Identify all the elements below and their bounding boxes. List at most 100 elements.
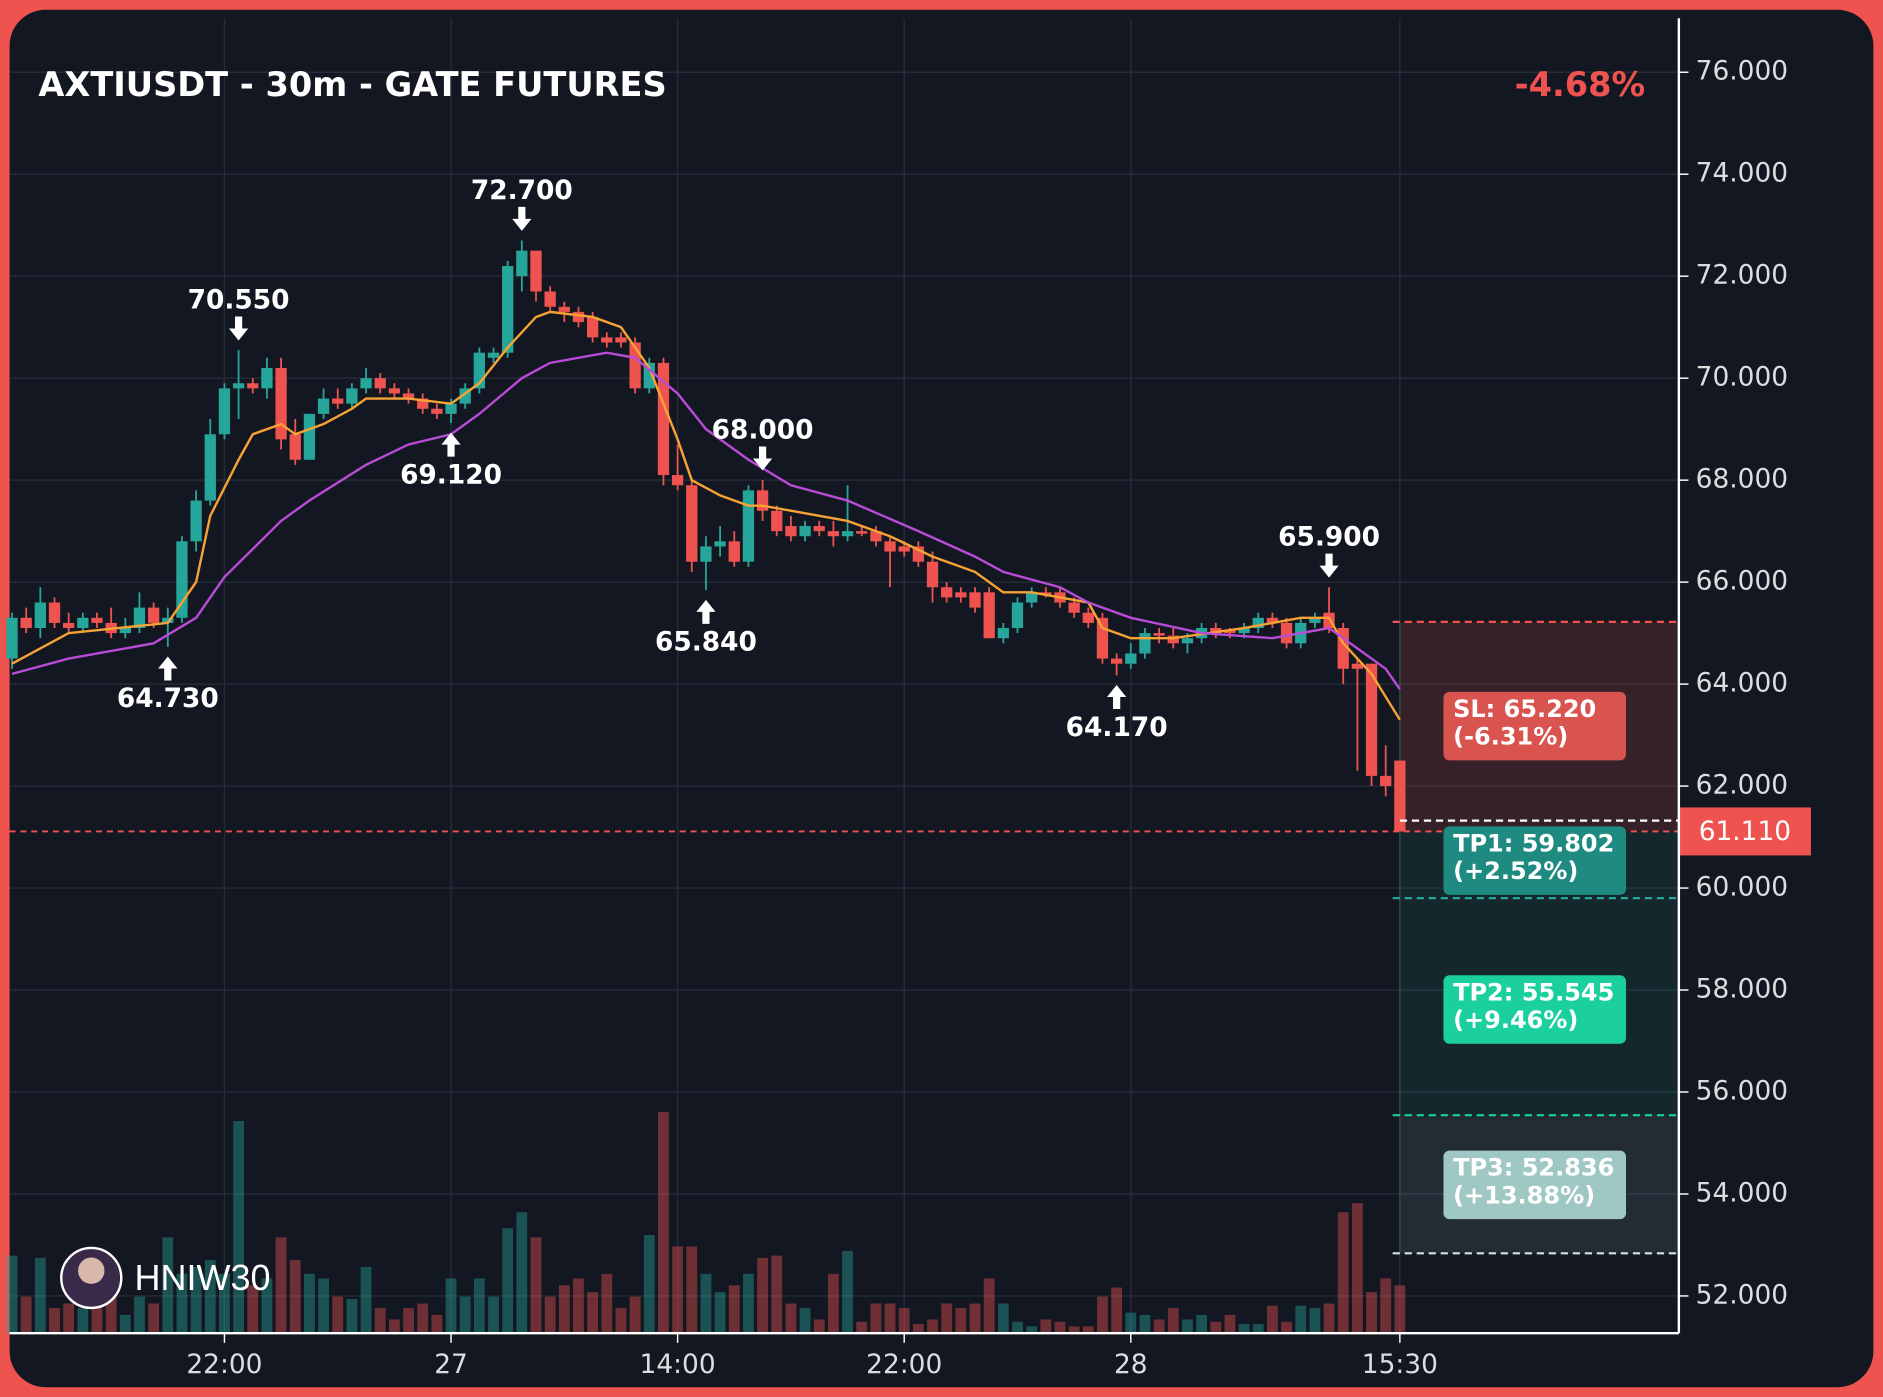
y-tick-label: 74.000 (1696, 158, 1788, 189)
candle-body (1224, 630, 1236, 634)
volume-bar (417, 1303, 429, 1334)
candle-body (247, 383, 259, 389)
volume-bar (1295, 1305, 1307, 1334)
candle-body (1011, 602, 1024, 629)
volume-bar (91, 1285, 103, 1334)
volume-bar (431, 1314, 443, 1334)
candle-body (48, 602, 61, 623)
candle-body (601, 337, 613, 343)
volume-bar (63, 1303, 75, 1334)
candle-body (629, 342, 641, 389)
candle-body (657, 362, 670, 476)
volume-bar (1111, 1287, 1123, 1334)
volume-bar (1139, 1314, 1151, 1334)
candle-body (360, 378, 372, 389)
volume-bar (473, 1278, 485, 1334)
volume-bar (1068, 1326, 1080, 1334)
candle-body (827, 531, 840, 537)
volume-bar (672, 1246, 684, 1334)
y-tick-label: 66.000 (1696, 566, 1788, 597)
candle-body (459, 388, 471, 404)
candle-body (841, 531, 854, 537)
volume-bar (728, 1285, 740, 1334)
volume-bar (1026, 1326, 1038, 1334)
volume-bar (629, 1296, 641, 1334)
volume-bar (176, 1273, 188, 1334)
volume-bar (587, 1292, 599, 1334)
candle-body (1167, 635, 1179, 644)
candle-body (91, 617, 103, 623)
candle-body (20, 617, 32, 629)
high-label: 72.700 (471, 175, 573, 206)
x-tick-label: 28 (1114, 1349, 1148, 1380)
candle-body (941, 587, 953, 598)
volume-bar (898, 1308, 910, 1334)
x-tick-label: 22:00 (866, 1349, 942, 1380)
volume-bar (700, 1273, 712, 1334)
low-label: 64.730 (117, 683, 219, 714)
candle-body (530, 250, 542, 292)
candle-body (771, 510, 783, 532)
volume-bar (488, 1296, 499, 1334)
volume-bar (445, 1278, 457, 1334)
candle-body (1252, 617, 1264, 629)
candle-body (1210, 628, 1222, 634)
level-label: SL: 65.220 (1453, 695, 1596, 723)
volume-bar (247, 1285, 259, 1334)
candle-body (926, 561, 939, 588)
level-label: TP3: 52.836 (1453, 1154, 1614, 1182)
arrow-down (228, 316, 249, 341)
arrow-up (441, 432, 461, 457)
x-tick-label: 22:00 (186, 1349, 262, 1380)
price-label: 61.110 (1699, 816, 1791, 847)
candle-body (1110, 658, 1123, 664)
candle-body (756, 490, 769, 511)
y-tick-label: 52.000 (1696, 1279, 1788, 1310)
volume-bar (714, 1292, 726, 1334)
volume-bar (983, 1278, 995, 1334)
y-tick-label: 76.000 (1696, 56, 1788, 87)
y-tick-label: 58.000 (1696, 974, 1788, 1005)
candle-body (388, 388, 401, 394)
volume-bar (544, 1296, 556, 1334)
candle-body (204, 434, 216, 501)
candle-body (147, 607, 160, 623)
candle-body (1280, 622, 1293, 644)
candle-body (799, 526, 811, 537)
volume-bar (1394, 1285, 1406, 1334)
volume-bar (1196, 1314, 1208, 1334)
candle-body (884, 541, 896, 552)
volume-bar (204, 1260, 216, 1334)
x-tick-label: 14:00 (640, 1349, 716, 1380)
y-tick-label: 62.000 (1696, 770, 1788, 801)
candle-body (700, 546, 712, 562)
volume-bar (1252, 1324, 1264, 1334)
chart-title: AXTIUSDT - 30m - GATE FUTURES (38, 65, 666, 104)
volume-bar (289, 1260, 301, 1334)
candle-body (742, 490, 755, 562)
volume-bar (148, 1303, 160, 1334)
candle-body (190, 500, 202, 542)
candle-body (445, 403, 457, 414)
volume-bar (1167, 1308, 1179, 1334)
volume-bar (346, 1298, 358, 1334)
volume-bar (941, 1303, 953, 1334)
level-box (1443, 691, 1627, 761)
volume-bar (658, 1111, 669, 1334)
candle-body (232, 383, 245, 389)
candle-body (983, 592, 995, 639)
volume-bar (870, 1303, 882, 1334)
low-label: 69.120 (400, 459, 502, 490)
candle-body (728, 541, 740, 562)
volume-bar (757, 1257, 768, 1334)
candle-body (176, 541, 188, 618)
volume-bar (530, 1237, 542, 1334)
candle-body (346, 388, 358, 404)
candle-body (898, 546, 910, 552)
candle-body (502, 265, 514, 353)
arrow-up (1107, 685, 1127, 710)
y-tick-label: 64.000 (1696, 668, 1788, 699)
candle-body (813, 526, 825, 532)
volume-bar (1224, 1314, 1236, 1334)
